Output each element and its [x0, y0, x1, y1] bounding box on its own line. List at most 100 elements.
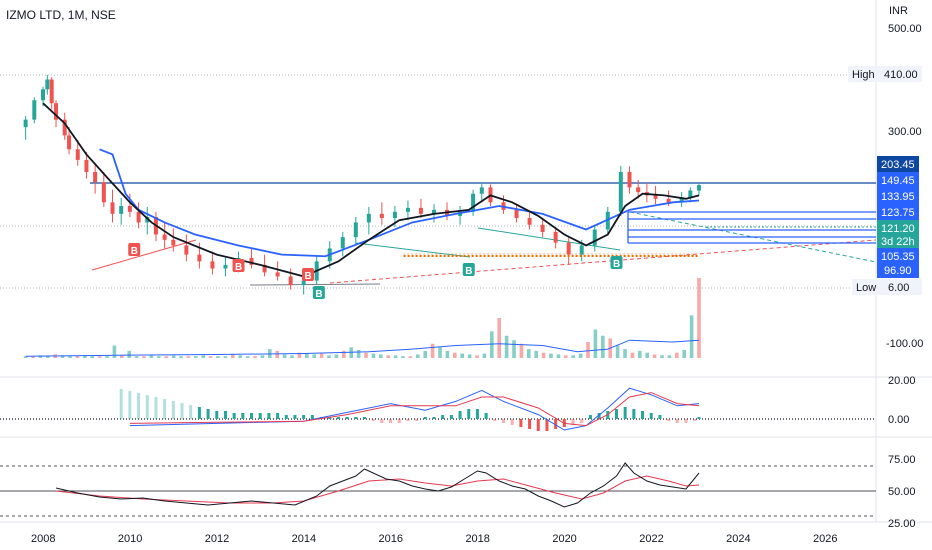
volume-bar [342, 350, 346, 358]
tag-149 [877, 172, 919, 188]
price-candles [23, 75, 702, 295]
macd-bar [276, 413, 280, 419]
macd-bar [697, 417, 701, 419]
candle-body [636, 187, 641, 193]
volume-bar [578, 353, 583, 358]
volume-bar [623, 349, 627, 358]
tag-96 [877, 262, 919, 278]
macd-bar [571, 419, 575, 425]
macd-bar [215, 411, 219, 419]
macd-bar [510, 419, 514, 425]
high-label-box [848, 66, 878, 82]
macd-bar [528, 419, 532, 429]
macd-bar [675, 419, 679, 423]
macd-bar [493, 419, 497, 421]
candle-body [275, 272, 280, 277]
candle-body [627, 171, 632, 188]
candle-body [679, 197, 684, 203]
volume-bar [334, 354, 339, 358]
macd-tick-0: 0.00 [888, 414, 909, 426]
x-tick-label: 2018 [465, 533, 489, 545]
volume-bar [142, 356, 146, 358]
volume-bar [497, 318, 502, 358]
volume-bar [75, 356, 80, 358]
volume-bar [327, 355, 331, 358]
ma-black-line [42, 102, 700, 278]
volume-bar [282, 354, 287, 358]
tag-203 [877, 156, 919, 172]
candle-body [566, 242, 571, 255]
macd-bar [250, 413, 254, 419]
trendline-green-2 [477, 227, 621, 251]
x-tick-label: 2010 [118, 533, 142, 545]
tag-133 [877, 188, 919, 204]
volume-bar [416, 354, 420, 358]
macd-bar [623, 407, 627, 419]
volume-bar [68, 356, 72, 358]
candle-body [171, 239, 176, 246]
sell-signal-marker [128, 243, 141, 256]
volume-bar [534, 350, 539, 358]
macd-bar [197, 407, 201, 419]
macd-bar [154, 397, 158, 419]
candle-body [405, 207, 410, 212]
volume-bar [105, 356, 109, 358]
volume-bar [201, 355, 206, 358]
volume-bar [482, 353, 487, 358]
volume-bar [312, 354, 317, 358]
macd-bar [119, 389, 123, 419]
volume-bar [460, 353, 465, 358]
low-label: Low [856, 282, 876, 294]
macd-bar [415, 419, 419, 421]
x-tick-label: 2022 [639, 533, 663, 545]
candle-body [666, 198, 671, 203]
candle-body [93, 171, 98, 183]
macd-bar [441, 415, 445, 419]
buy-signal-marker [312, 286, 325, 299]
candle-body [62, 119, 67, 136]
candle-body [540, 224, 545, 232]
macd-bar [432, 417, 436, 419]
tag-countdown-text: 3d 22h [881, 236, 915, 248]
candle-body [110, 202, 115, 214]
volume-bar [164, 356, 169, 358]
macd-bar [284, 415, 288, 419]
macd-bar [693, 419, 697, 421]
sell-signal-marker [232, 259, 245, 272]
volume-bar [149, 355, 154, 358]
macd-bar [502, 419, 506, 423]
macd-bar [536, 419, 540, 431]
macd-bar [206, 409, 210, 419]
x-tick-label: 2014 [292, 533, 316, 545]
macd-bar [397, 419, 401, 423]
macd-bar [614, 409, 618, 419]
level-tags: 203.45 149.45 133.95 123.75 121.20 3d 22… [877, 156, 919, 278]
volume-bar [83, 355, 87, 358]
macd-bar [137, 393, 141, 419]
candle-body [301, 280, 306, 285]
volume-bar [586, 342, 590, 358]
signal-marker-label: B [465, 266, 472, 277]
low-value: 6.00 [888, 282, 909, 294]
macd-bar [458, 411, 462, 419]
volume-bar [652, 354, 657, 358]
candle-body [197, 254, 202, 262]
indicator-lines [42, 102, 700, 508]
tag-203-text: 203.45 [881, 159, 915, 171]
macd-bar [406, 419, 410, 421]
volume-bar [386, 355, 391, 358]
volume-bar [564, 355, 568, 358]
volume-bar [31, 356, 35, 358]
rsi-tick-75: 75.00 [888, 454, 916, 466]
tag-105 [877, 248, 919, 264]
volume-bar [697, 278, 701, 358]
candle-body [340, 237, 345, 249]
volume-bar [223, 356, 228, 358]
macd-bar [475, 409, 479, 419]
candle-body [418, 207, 423, 214]
candle-body [527, 218, 532, 225]
volume-bar [38, 355, 43, 358]
macd-bar [649, 413, 653, 419]
candle-body [514, 209, 519, 219]
